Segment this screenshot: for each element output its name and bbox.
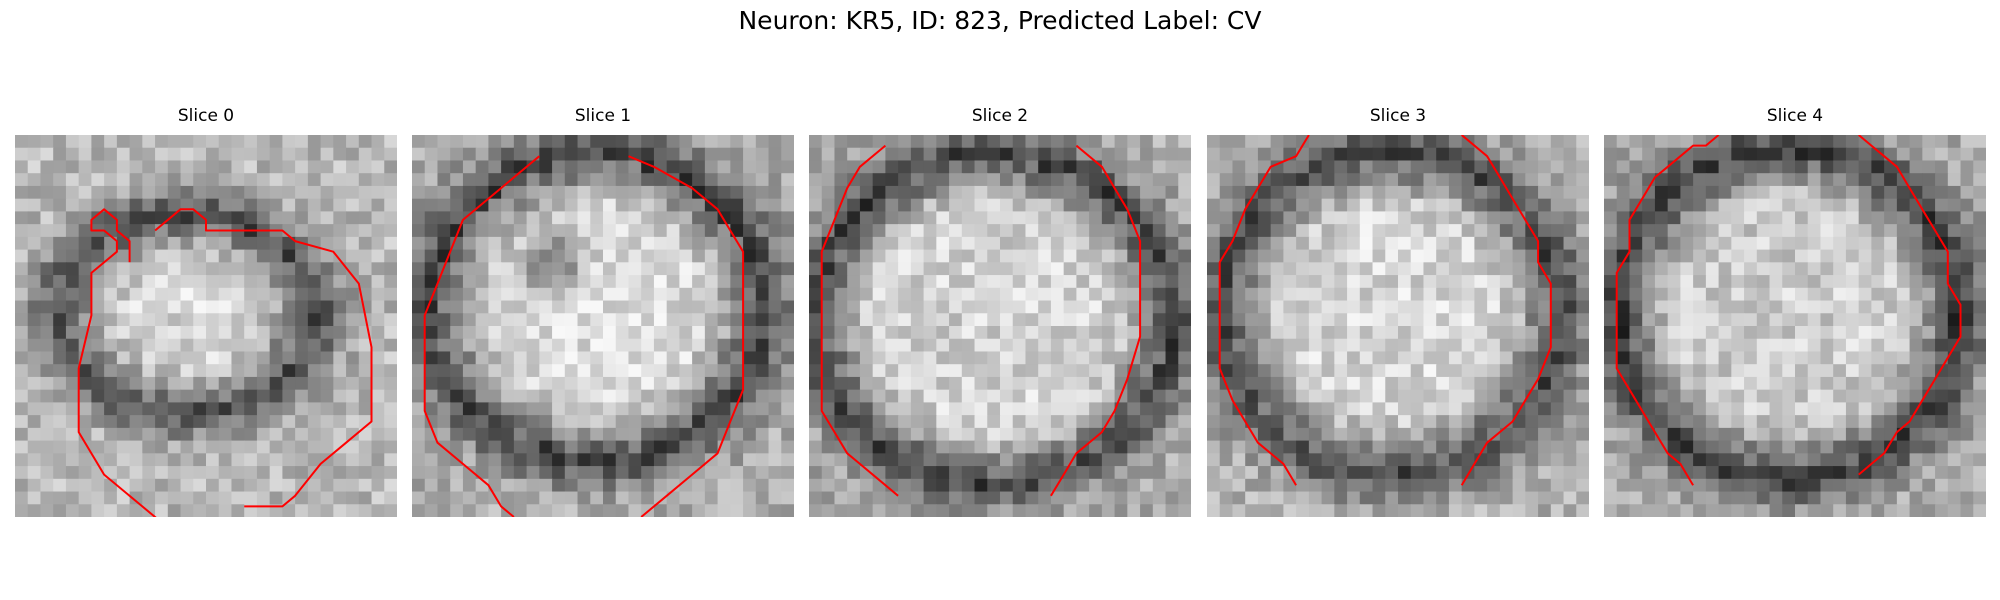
slice-image-0 <box>15 135 397 517</box>
contour-left <box>820 144 899 497</box>
contour-left <box>1615 135 1720 486</box>
slice-image-2 <box>809 135 1191 517</box>
slice-pixels <box>15 135 397 517</box>
contour-right <box>628 155 745 517</box>
contour-left <box>154 208 373 508</box>
slice-image-4 <box>1604 135 1986 517</box>
slice-image-1 <box>412 135 794 517</box>
contour-right <box>77 208 157 517</box>
slice-title: Slice 2 <box>971 106 1029 126</box>
slice-pixels <box>809 135 1191 517</box>
figure-title: Neuron: KR5, ID: 823, Predicted Label: C… <box>738 6 1262 35</box>
slice-title: Slice 3 <box>1369 106 1427 126</box>
slice-title: Slice 4 <box>1766 106 1824 126</box>
slice-pixels <box>1207 135 1589 517</box>
contour-left <box>1218 135 1310 486</box>
contour-right <box>1858 135 1962 476</box>
slice-title: Slice 0 <box>177 106 235 126</box>
slice-title: Slice 1 <box>574 106 632 126</box>
contour-right <box>1050 144 1142 497</box>
contour-left <box>423 155 540 517</box>
contour-right <box>1460 135 1552 486</box>
slice-image-3 <box>1207 135 1589 517</box>
slice-pixels <box>1604 135 1986 517</box>
slice-pixels <box>412 135 794 517</box>
